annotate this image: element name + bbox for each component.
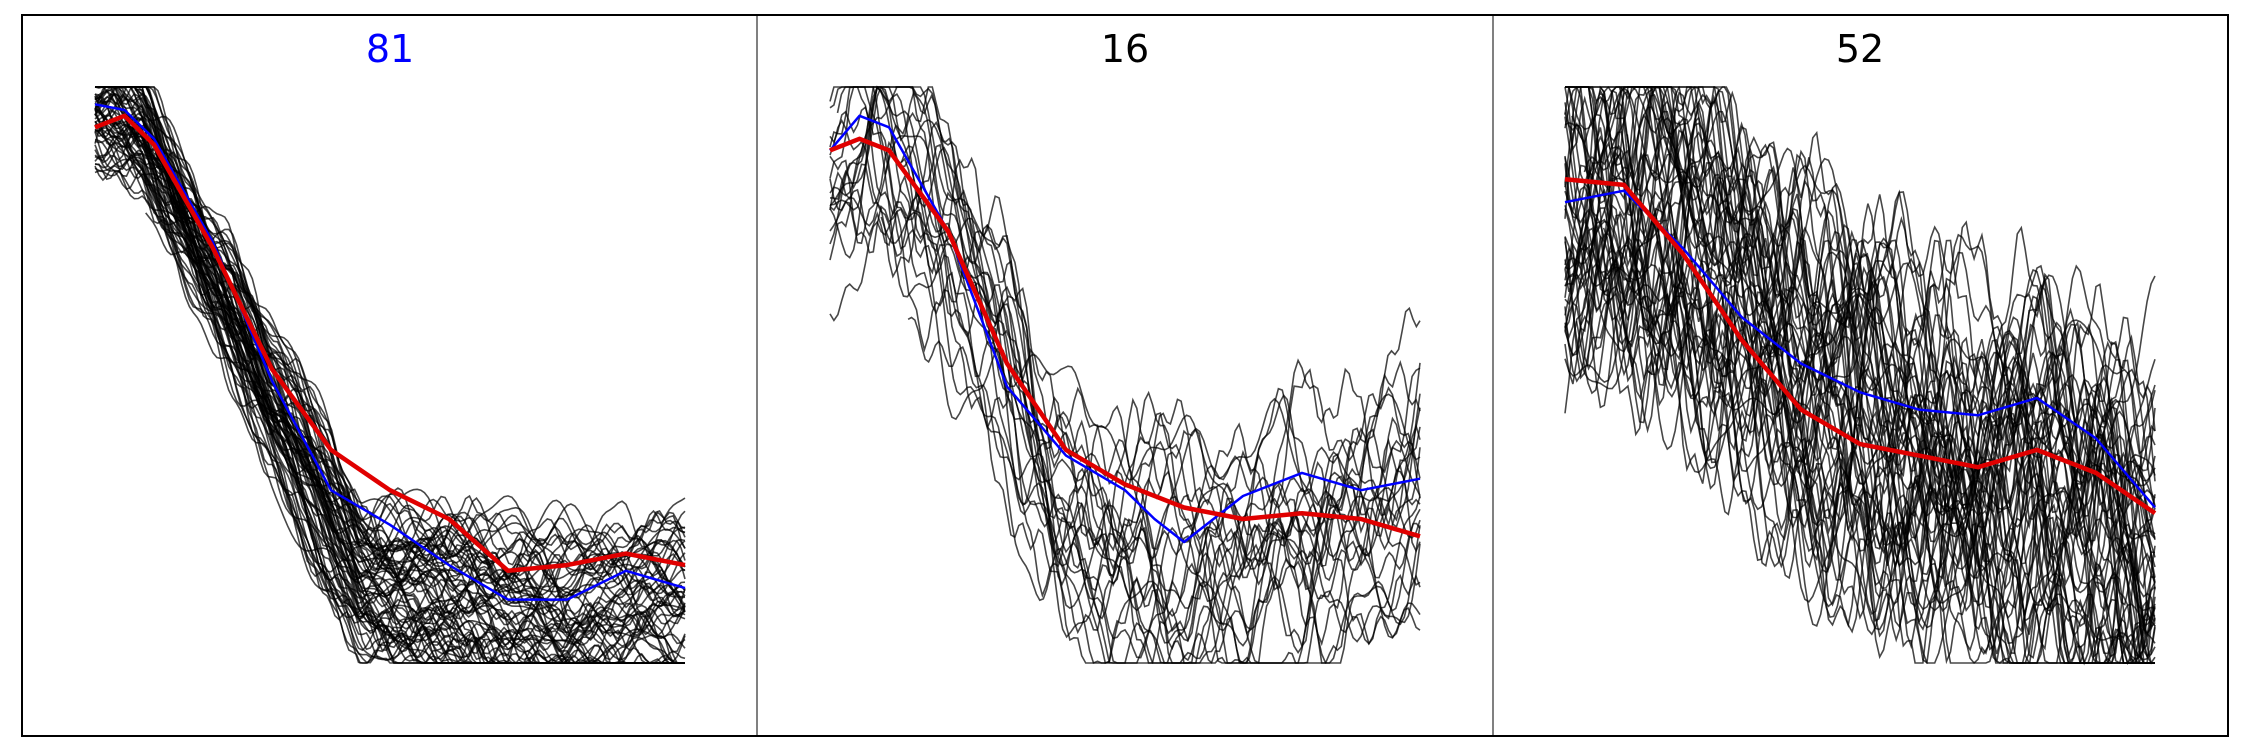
red-series-line xyxy=(829,136,1421,539)
red-series-line xyxy=(94,113,686,574)
trace-line xyxy=(94,86,686,616)
trace-line xyxy=(1565,86,2156,664)
panel-title: 81 xyxy=(366,27,414,71)
trace-line xyxy=(134,88,686,583)
trace-line xyxy=(1564,165,2156,629)
summary-group xyxy=(94,103,686,601)
blue-series-line xyxy=(94,103,686,601)
trace-line xyxy=(1565,86,2156,666)
trace-line xyxy=(94,93,685,664)
trace-line xyxy=(94,131,685,664)
trace-line xyxy=(94,120,685,664)
trace-line xyxy=(1564,86,2156,664)
trace-line xyxy=(1564,86,2156,650)
panel: 81 xyxy=(94,27,686,664)
trace-line xyxy=(1564,86,2156,649)
panel: 16 xyxy=(829,27,1421,664)
panel: 52 xyxy=(1564,27,2157,666)
trace-line xyxy=(138,86,686,596)
trace-line xyxy=(829,86,1421,643)
blue-series-line xyxy=(829,114,1421,544)
trace-line xyxy=(836,86,1421,664)
trace-line xyxy=(1602,90,2155,664)
trace-line xyxy=(1564,121,2155,664)
red-series-line xyxy=(1564,176,2157,516)
panel-title: 16 xyxy=(1101,27,1149,71)
panel-title: 52 xyxy=(1836,27,1884,71)
trace-line xyxy=(1583,144,2156,656)
trace-line xyxy=(94,107,686,636)
summary-group xyxy=(1564,176,2157,516)
trace-line xyxy=(94,128,685,664)
trace-line xyxy=(1564,86,2156,665)
trace-line xyxy=(829,92,1421,664)
trace-line xyxy=(880,211,1421,562)
trace-line xyxy=(1630,86,2156,590)
trace-line xyxy=(94,113,686,652)
trace-line xyxy=(1564,143,2156,644)
trace-line xyxy=(907,316,1421,664)
trace-line xyxy=(829,86,1421,647)
trace-line xyxy=(895,86,1421,644)
trace-group xyxy=(1564,85,2156,666)
trace-line xyxy=(1564,86,2156,635)
trace-group xyxy=(94,85,686,664)
trace-line xyxy=(900,145,1421,664)
trace-line xyxy=(830,140,1421,664)
summary-group xyxy=(829,114,1421,544)
trace-line xyxy=(95,86,686,664)
trace-line xyxy=(829,143,1421,664)
